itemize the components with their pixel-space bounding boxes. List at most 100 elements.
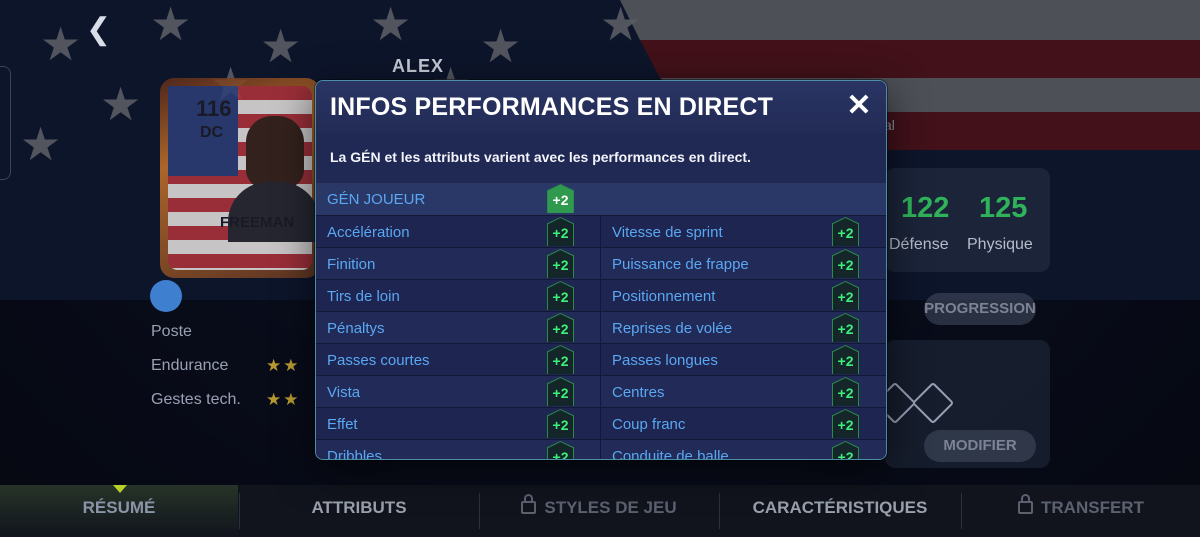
modal-description: La GÉN et les attributs varient avec les…: [330, 149, 751, 165]
delta-badge: +2: [547, 345, 574, 374]
attribute-reprises-de-volee-delta: +2: [833, 314, 858, 342]
attribute-passes-longues-delta: +2: [833, 346, 858, 374]
gen-delta: +2: [548, 185, 573, 213]
live-performance-modal: INFOS PERFORMANCES EN DIRECT ✕ La GÉN et…: [315, 80, 887, 460]
modifier-button[interactable]: MODIFIER: [924, 430, 1036, 462]
delta-badge: +2: [832, 409, 859, 438]
tab-transfert-label: TRANSFERT: [1041, 498, 1144, 517]
gen-label: GÉN JOUEUR: [327, 191, 426, 208]
attribute-positionnement-label: Positionnement: [612, 288, 716, 305]
attribute-vitesse-de-sprint-delta: +2: [833, 218, 858, 246]
avatar[interactable]: [150, 280, 182, 312]
player-card[interactable]: 116 DC FREEMAN: [160, 78, 320, 278]
player-first-name: ALEX: [392, 56, 445, 76]
column-divider: [600, 216, 601, 247]
attribute-finition-delta: +2: [548, 250, 573, 278]
attribute-row: Accélération +2 Vitesse de sprint +2: [316, 215, 886, 247]
delta-badge: +2: [832, 441, 859, 459]
attribute-tirs-de-loin-delta: +2: [548, 282, 573, 310]
attribute-reprises-de-volee-label: Reprises de volée: [612, 320, 733, 337]
tab-attributs[interactable]: ATTRIBUTS: [240, 485, 478, 537]
column-divider: [600, 376, 601, 407]
attribute-vista-label: Vista: [327, 384, 361, 401]
column-divider: [600, 248, 601, 279]
delta-badge: +2: [547, 217, 574, 246]
attribute-puissance-de-frappe-delta: +2: [833, 250, 858, 278]
label-endurance: Endurance: [151, 357, 229, 374]
stat-defense-label: Défense: [889, 236, 949, 253]
stat-physique-label: Physique: [967, 236, 1033, 253]
side-tab[interactable]: [0, 66, 11, 180]
attribute-penaltys-delta: +2: [548, 314, 573, 342]
endurance-stars: ★★: [266, 356, 301, 375]
attribute-vista-delta: +2: [548, 378, 573, 406]
card-ovr: 116: [196, 96, 232, 121]
column-divider: [600, 344, 601, 375]
attribute-puissance-de-frappe-label: Puissance de frappe: [612, 256, 749, 273]
delta-badge: +2: [547, 409, 574, 438]
tab-caracteristiques-label: CARACTÉRISTIQUES: [752, 498, 928, 517]
attribute-conduite-de-balle-label: Conduite de balle: [612, 448, 729, 460]
gen-row: GÉN JOUEUR +2: [316, 183, 886, 215]
attribute-effet-delta: +2: [548, 410, 573, 438]
attribute-passes-courtes-label: Passes courtes: [327, 352, 430, 369]
tab-resume[interactable]: RÉSUMÉ: [0, 485, 238, 537]
attribute-finition-label: Finition: [327, 256, 376, 273]
attribute-centres-label: Centres: [612, 384, 665, 401]
delta-badge: +2: [832, 281, 859, 310]
partial-text: al: [884, 117, 895, 133]
delta-badge: +2: [547, 441, 574, 459]
label-poste: Poste: [151, 323, 192, 340]
column-divider: [600, 312, 601, 343]
delta-badge: +2: [547, 377, 574, 406]
tab-caracteristiques[interactable]: CARACTÉRISTIQUES: [720, 485, 960, 537]
attribute-row: Passes courtes +2 Passes longues +2: [316, 343, 886, 375]
active-tab-indicator: [113, 485, 127, 493]
tab-transfert[interactable]: TRANSFERT: [962, 485, 1200, 537]
tab-styles-label: STYLES DE JEU: [544, 498, 677, 517]
attribute-positionnement-delta: +2: [833, 282, 858, 310]
attribute-acceleration-label: Accélération: [327, 224, 410, 241]
stat-defense-value: 122: [901, 192, 950, 224]
lock-icon: [521, 494, 537, 514]
attribute-row: Finition +2 Puissance de frappe +2: [316, 247, 886, 279]
attribute-row: Effet +2 Coup franc +2: [316, 407, 886, 439]
back-chevron-icon[interactable]: ❮: [86, 13, 112, 46]
delta-badge: +2: [547, 313, 574, 342]
delta-badge: +2: [832, 313, 859, 342]
lock-icon: [1018, 494, 1034, 514]
attribute-centres-delta: +2: [833, 378, 858, 406]
attribute-row: Tirs de loin +2 Positionnement +2: [316, 279, 886, 311]
attribute-row: Pénaltys +2 Reprises de volée +2: [316, 311, 886, 343]
attribute-row: Dribbles +2 Conduite de balle +2: [316, 439, 886, 460]
attribute-acceleration-delta: +2: [548, 218, 573, 246]
label-gestes: Gestes tech.: [151, 391, 241, 408]
bottom-nav: RÉSUMÉ ATTRIBUTS STYLES DE JEU CARACTÉRI…: [0, 485, 1200, 537]
attribute-passes-longues-label: Passes longues: [612, 352, 718, 369]
modal-header: INFOS PERFORMANCES EN DIRECT ✕: [316, 81, 886, 133]
attribute-effet-label: Effet: [327, 416, 358, 433]
delta-badge: +2: [832, 249, 859, 278]
stat-physique-value: 125: [979, 192, 1028, 224]
progression-button[interactable]: PROGRESSION: [924, 293, 1036, 325]
attribute-passes-courtes-delta: +2: [548, 346, 573, 374]
card-position: DC: [200, 124, 224, 141]
modal-title: INFOS PERFORMANCES EN DIRECT: [330, 93, 774, 121]
tab-attributs-label: ATTRIBUTS: [311, 498, 407, 517]
column-divider: [600, 408, 601, 439]
attribute-dribbles-label: Dribbles: [327, 448, 383, 460]
tab-styles-de-jeu[interactable]: STYLES DE JEU: [480, 485, 718, 537]
gen-delta-badge: +2: [547, 184, 574, 213]
attribute-coup-franc-delta: +2: [833, 410, 858, 438]
attribute-dribbles-delta: +2: [548, 442, 573, 459]
column-divider: [600, 280, 601, 311]
column-divider: [600, 440, 601, 459]
tab-resume-label: RÉSUMÉ: [82, 498, 156, 517]
close-icon[interactable]: ✕: [846, 89, 872, 122]
delta-badge: +2: [832, 345, 859, 374]
attribute-vitesse-de-sprint-label: Vitesse de sprint: [612, 224, 723, 241]
gestes-stars: ★★: [266, 390, 301, 409]
stats-panel: [885, 168, 1050, 272]
delta-badge: +2: [832, 377, 859, 406]
attribute-conduite-de-balle-delta: +2: [833, 442, 858, 459]
